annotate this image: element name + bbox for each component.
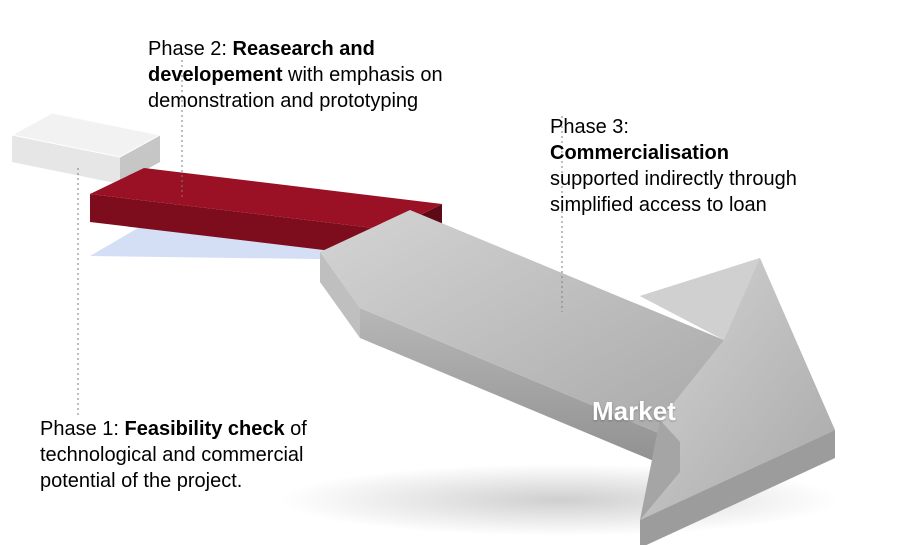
phase1-prefix: Phase 1: — [40, 418, 125, 440]
phase2-prefix: Phase 2: — [148, 38, 233, 60]
market-label: Market — [592, 396, 676, 427]
phase3-bold: Commercialisation — [550, 142, 729, 164]
phase3-tail: supported indirectly through simplified … — [550, 168, 797, 216]
phase2-label: Phase 2: Reasearch and developement with… — [148, 36, 448, 114]
phase1-bold: Feasibility check — [125, 418, 291, 440]
phase1-label: Phase 1: Feasibility check of technologi… — [40, 416, 350, 494]
phase-diagram: Phase 2: Reasearch and developement with… — [0, 0, 902, 545]
phase3-prefix: Phase 3: — [550, 116, 629, 138]
phase3-label: Phase 3: Commercialisation supported ind… — [550, 114, 830, 218]
